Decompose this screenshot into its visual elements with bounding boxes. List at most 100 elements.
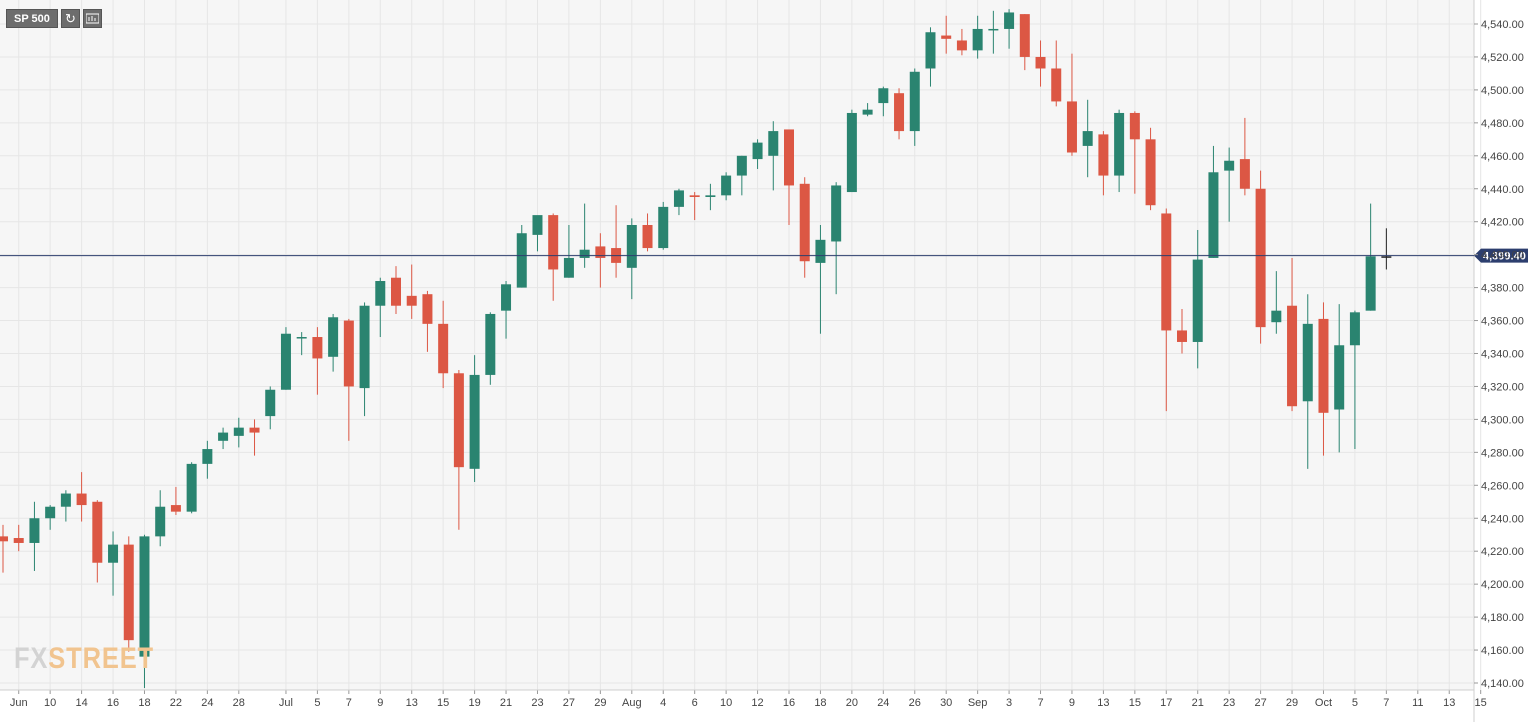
x-tick-label: 7 [346,697,352,709]
x-tick-label: Sep [968,697,988,709]
x-tick-label: Oct [1315,697,1332,709]
x-tick-label: 18 [814,697,826,709]
x-tick-label: 12 [751,697,763,709]
candle-down [1239,159,1250,189]
x-tick-label: 4 [660,697,666,709]
x-tick-label: Aug [622,697,642,709]
x-tick-label: 29 [594,697,606,709]
candle-down [249,427,260,433]
candle-down [548,215,559,270]
y-tick-label: 4,440.00 [1481,184,1524,196]
candle-up [155,506,166,537]
indicators-icon[interactable] [82,9,102,28]
candle-up [972,28,983,51]
x-tick-label: 23 [1223,697,1235,709]
candle-down [170,505,181,512]
candle-down [0,536,8,542]
candle-up [626,224,637,268]
x-tick-label: 11 [1412,697,1423,709]
candle-up [1114,112,1125,176]
y-tick-label: 4,340.00 [1481,349,1524,361]
x-tick-label: 16 [107,697,119,709]
chart-toolbar: SP 500 ↻ [6,9,102,28]
x-tick-label: 6 [692,697,698,709]
candle-up [1208,172,1219,258]
logo-suffix: STREET [48,642,154,675]
candle-down [1035,56,1046,69]
fxstreet-logo: FXSTREET [14,642,154,676]
candle-up [501,284,512,311]
symbol-button[interactable]: SP 500 [6,9,58,28]
candle-up [846,112,857,193]
candle-up [296,337,307,339]
candle-down [956,40,967,51]
candle-down [1019,14,1030,57]
candle-down [941,35,952,39]
x-axis-background [0,690,1474,722]
candle-down [312,337,323,359]
price-label: 4,399.40 [1483,251,1526,263]
x-tick-label: 5 [314,697,320,709]
candle-down [1129,112,1140,140]
x-tick-label: 13 [1443,697,1455,709]
x-tick-label: 15 [437,697,449,709]
candle-down [1177,330,1187,342]
candle-up [1334,345,1345,410]
candle-down [13,538,24,543]
candle-up [563,257,574,278]
candle-up [359,305,370,389]
x-tick-label: 27 [1254,697,1266,709]
x-tick-label: 19 [468,697,480,709]
candle-up [988,28,999,31]
candle-down [1145,139,1156,206]
candle-up [108,544,119,563]
x-tick-label: 27 [563,697,575,709]
candle-up [658,206,669,249]
y-tick-label: 4,180.00 [1481,612,1524,624]
y-tick-label: 4,360.00 [1481,316,1524,328]
candle-down [422,294,433,324]
y-axis-labels: 4,140.00 4,160.00 4,180.00 4,200.00 4,220.00… [1474,19,1524,690]
candle-up [909,71,920,132]
candle-up [469,374,480,469]
candle-down [689,195,700,197]
candle-up [60,493,71,507]
candle-up [752,142,763,160]
y-tick-label: 4,380.00 [1481,283,1524,295]
candle-down [406,295,417,306]
logo-prefix: FX [14,642,49,675]
candle-down [438,323,449,374]
candle-up [815,239,826,263]
refresh-icon[interactable]: ↻ [60,9,80,28]
y-tick-label: 4,400.00 [1481,250,1524,262]
y-tick-label: 4,520.00 [1481,52,1524,64]
candle-down [343,320,354,387]
last-price-line: 4,399.40 [0,248,1528,263]
candle-up [265,389,276,417]
x-tick-label: 15 [1475,697,1487,709]
candle-down [642,224,653,249]
candle-up [768,131,779,156]
x-tick-label: 21 [1192,697,1204,709]
x-tick-label: 26 [909,697,921,709]
candle-up [139,536,150,657]
x-tick-label: 15 [1129,697,1141,709]
candle-up [831,185,842,242]
x-tick-label: 24 [877,697,889,709]
x-tick-label: 13 [406,697,418,709]
candle-up [736,155,747,176]
y-tick-label: 4,420.00 [1481,217,1524,229]
candle-down [92,501,103,563]
candle-up [1349,312,1360,346]
candle-up [29,518,40,543]
candle-up [1082,131,1093,146]
y-tick-label: 4,540.00 [1481,19,1524,31]
x-tick-label: 30 [940,697,952,709]
x-tick-label: 18 [138,697,150,709]
x-tick-label: 20 [846,697,858,709]
x-tick-label: 9 [377,697,383,709]
candle-up [233,427,244,436]
candle-up [579,249,590,258]
candle-up [673,190,684,207]
candle-up [328,317,339,357]
